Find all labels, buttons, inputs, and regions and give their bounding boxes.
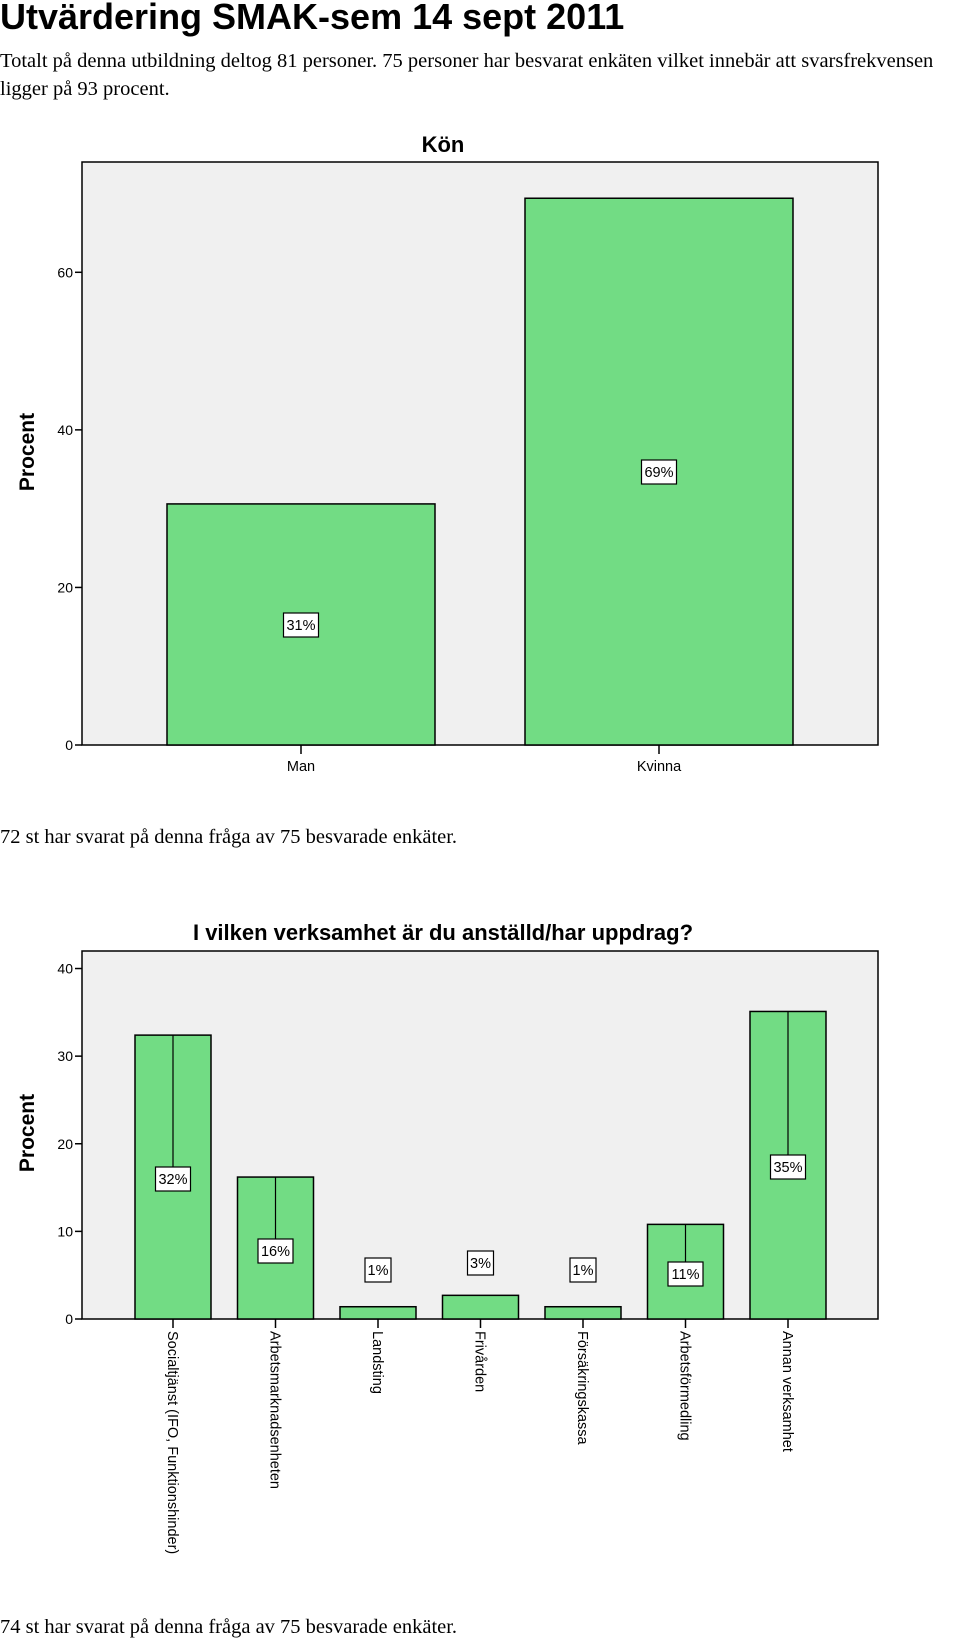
y-tick-label: 40 (57, 422, 73, 438)
intro-text: Totalt på denna utbildning deltog 81 per… (0, 50, 934, 100)
category-label: Arbetsförmedling (677, 1331, 693, 1441)
y-axis-label: Procent (16, 413, 39, 491)
data-label-box (154, 1166, 192, 1192)
category-label: Försäkringskassa (574, 1331, 590, 1446)
gender-chart: Kön Procent 0 20 40 60 31% Man 69% Kvinna (16, 132, 879, 775)
data-label-box (769, 1154, 807, 1180)
category-label: Man (287, 759, 315, 775)
category-label: Kvinna (637, 759, 682, 775)
category-label: Frivården (472, 1331, 488, 1392)
note-workplace-responses: 74 st har svarat på denna fråga av 75 be… (0, 1616, 458, 1638)
y-tick-label: 0 (65, 1311, 73, 1327)
data-label-box (466, 1250, 495, 1276)
data-label: 31% (286, 618, 315, 634)
data-label: 1% (368, 1263, 389, 1279)
y-tick-label: 10 (57, 1223, 73, 1239)
workplace-chart: I vilken verksamhet är du anställd/har u… (16, 920, 879, 1554)
y-tick-label: 40 (57, 961, 73, 977)
y-tick-label: 20 (57, 579, 73, 595)
data-label: 1% (573, 1263, 594, 1279)
category-label: Annan verksamhet (779, 1331, 795, 1452)
data-label: 35% (773, 1160, 802, 1176)
y-tick-label: 60 (57, 264, 73, 280)
bar-forsakringskassa (544, 1305, 622, 1320)
data-label: 69% (644, 465, 673, 481)
y-axis-label: Procent (16, 1094, 39, 1172)
data-label: 16% (261, 1244, 290, 1260)
data-label-box (640, 459, 678, 485)
bar-landsting (339, 1305, 417, 1320)
data-label-box (364, 1257, 392, 1283)
chart-title: I vilken verksamhet är du anställd/har u… (193, 920, 693, 945)
data-label-box (667, 1261, 704, 1287)
category-label: Landsting (369, 1331, 385, 1394)
bar-frivarden (441, 1294, 520, 1320)
data-label: 11% (672, 1267, 700, 1283)
category-label: Socialtjänst (IFO, Funktionshinder) (164, 1331, 180, 1554)
chart-title: Kön (422, 132, 465, 157)
y-tick-label: 20 (57, 1136, 73, 1152)
page-title: Utvärdering SMAK-sem 14 sept 2011 (0, 0, 625, 37)
data-label: 3% (470, 1256, 491, 1272)
data-label-box (257, 1238, 294, 1264)
category-label: Arbetsmarknadsenheten (267, 1331, 283, 1489)
note-gender-responses: 72 st har svarat på denna fråga av 75 be… (0, 826, 458, 848)
y-tick-label: 0 (65, 737, 73, 753)
data-label: 32% (158, 1172, 187, 1188)
data-label-box (282, 612, 320, 638)
y-tick-label: 30 (57, 1048, 73, 1064)
data-label-box (569, 1257, 597, 1283)
